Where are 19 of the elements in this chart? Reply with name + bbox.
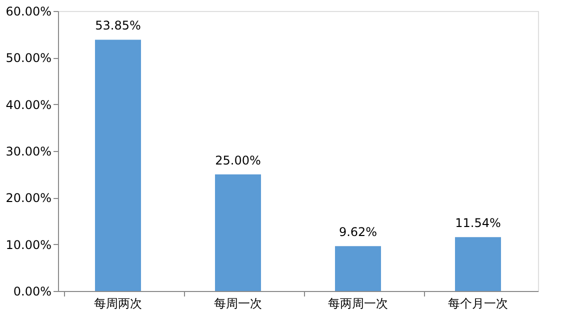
data-label: 9.62% (338, 225, 378, 240)
y-tick-label: 10.00% (6, 238, 52, 252)
y-tick-label: 0.00% (13, 284, 52, 298)
x-tick-label: 每周两次 (94, 296, 142, 310)
bar (215, 174, 261, 291)
bar (335, 246, 381, 291)
data-label: 25.00% (215, 153, 261, 168)
x-tick-label: 每个月一次 (448, 296, 508, 310)
bar (95, 40, 141, 291)
x-tick-label: 每周一次 (214, 296, 262, 310)
y-tick-label: 20.00% (6, 191, 52, 206)
x-tick-label: 每两周一次 (328, 296, 388, 310)
data-label: 53.85% (95, 18, 141, 33)
data-label: 11.54% (455, 216, 501, 230)
bar (455, 237, 501, 291)
y-tick-label: 60.00% (6, 4, 52, 18)
y-tick-label: 50.00% (6, 51, 52, 66)
y-tick-label: 30.00% (6, 144, 52, 158)
y-tick-label: 40.00% (6, 98, 52, 112)
